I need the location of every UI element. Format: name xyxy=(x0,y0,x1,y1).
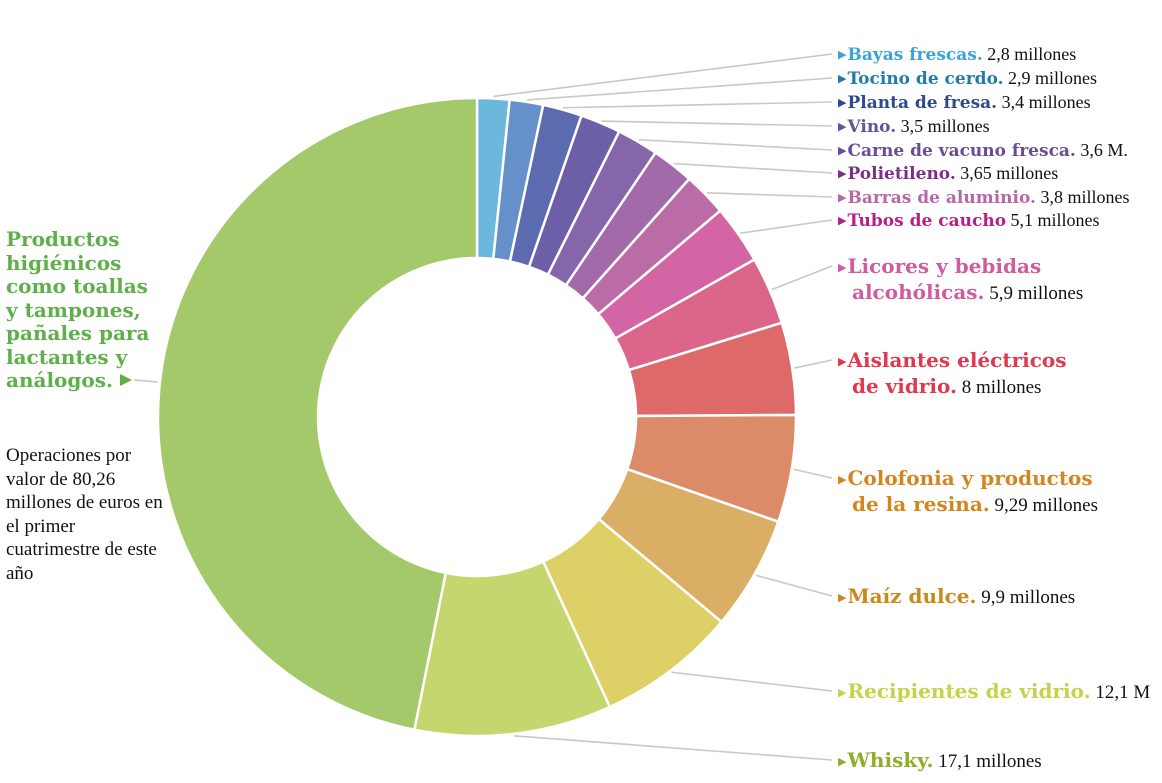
arrow-icon: ▶ xyxy=(838,191,847,204)
arrow-icon: ▶ xyxy=(838,591,847,604)
leader-line xyxy=(514,735,833,761)
leader-line xyxy=(563,101,833,109)
main-slice-arrow-icon xyxy=(120,374,132,386)
legend-label: Colofonia y productos xyxy=(847,466,1093,490)
leader-line xyxy=(771,265,833,291)
legend-label: Tubos de caucho xyxy=(847,211,1007,231)
legend-label: Whisky. xyxy=(847,748,934,772)
main-slice-description: Operaciones por valor de 80,26 millones … xyxy=(6,445,163,584)
leader-lines xyxy=(133,53,833,761)
legend-label: Barras de aluminio. xyxy=(847,188,1036,208)
leader-line xyxy=(793,468,833,479)
legend-value: 3,8 millones xyxy=(1035,187,1130,207)
legend-item: ▶Bayas frescas. 2,8 millones xyxy=(838,42,1076,67)
arrow-icon: ▶ xyxy=(838,96,847,109)
legend-label: Polietileno. xyxy=(847,164,956,184)
leader-line xyxy=(526,77,833,101)
leader-line xyxy=(756,574,833,597)
leader-line xyxy=(133,379,159,383)
legend-value: 3,6 M. xyxy=(1075,140,1128,160)
arrow-icon: ▶ xyxy=(838,144,847,157)
legend-item: ▶Tubos de caucho 5,1 millones xyxy=(838,208,1100,233)
leader-line xyxy=(794,359,833,369)
arrow-icon: ▶ xyxy=(838,48,847,61)
legend-item: ▶Barras de aluminio. 3,8 millones xyxy=(838,185,1129,210)
legend-label: Aislantes eléctricos xyxy=(847,348,1067,372)
arrow-icon: ▶ xyxy=(838,72,847,85)
legend-value: 3,4 millones xyxy=(997,92,1091,112)
arrow-icon: ▶ xyxy=(838,167,847,180)
legend-item: ▶Planta de fresa. 3,4 millones xyxy=(838,90,1091,115)
leader-line xyxy=(601,120,833,127)
legend-value: 12,1 M xyxy=(1090,682,1151,703)
arrow-icon: ▶ xyxy=(838,473,847,486)
arrow-icon: ▶ xyxy=(838,686,847,699)
legend-value: 17,1 millones xyxy=(933,751,1042,772)
legend-item: ▶Carne de vacuno fresca. 3,6 M. xyxy=(838,138,1128,163)
legend-label: de la resina. xyxy=(852,492,990,516)
legend-value: 9,29 millones xyxy=(989,495,1098,516)
arrow-icon: ▶ xyxy=(838,755,847,768)
leader-line xyxy=(638,138,833,151)
legend-label: Tocino de cerdo. xyxy=(847,69,1004,89)
legend-label: Maíz dulce. xyxy=(847,584,977,608)
legend-item: ▶Recipientes de vidrio. 12,1 M xyxy=(838,679,1150,705)
legend-label: Carne de vacuno fresca. xyxy=(847,141,1076,161)
legend-label: Planta de fresa. xyxy=(847,93,998,113)
legend-item: ▶Maíz dulce. 9,9 millones xyxy=(838,584,1075,610)
arrow-icon: ▶ xyxy=(838,120,847,133)
legend-label: Vino. xyxy=(847,117,897,137)
legend-label: Recipientes de vidrio. xyxy=(847,679,1091,703)
legend-item: ▶Aislantes eléctricos de vidrio. 8 millon… xyxy=(838,348,1067,400)
legend-item: ▶Tocino de cerdo. 2,9 millones xyxy=(838,66,1097,91)
arrow-icon: ▶ xyxy=(838,214,847,227)
legend-item: ▶Whisky. 17,1 millones xyxy=(838,748,1042,774)
legend-item: ▶Colofonia y productos de la resina. 9,29… xyxy=(838,466,1098,518)
legend-value: 3,5 millones xyxy=(896,116,990,136)
main-slice-label: Productos higiénicos como toallas y tamp… xyxy=(6,227,150,392)
arrow-icon: ▶ xyxy=(838,261,847,274)
legend-value: 5,9 millones xyxy=(984,283,1084,304)
leader-line xyxy=(671,671,833,692)
legend-value: 8 millones xyxy=(956,377,1042,398)
legend-label: alcohólicas. xyxy=(852,280,985,304)
legend-label: Licores y bebidas xyxy=(847,254,1042,278)
leader-line xyxy=(706,192,833,198)
arrow-icon: ▶ xyxy=(838,355,847,368)
legend-value: 5,1 millones xyxy=(1006,210,1100,230)
legend-item: ▶Vino. 3,5 millones xyxy=(838,114,990,139)
leader-line xyxy=(674,162,833,174)
leader-line xyxy=(740,219,833,234)
legend-item: ▶Polietileno. 3,65 millones xyxy=(838,161,1058,186)
legend-value: 3,65 millones xyxy=(955,163,1059,183)
legend-label: de vidrio. xyxy=(852,374,957,398)
leader-line xyxy=(493,53,833,98)
legend-value: 2,8 millones xyxy=(982,44,1077,64)
legend-label: Bayas frescas. xyxy=(847,45,983,65)
legend-item: ▶Licores y bebidas alcohólicas. 5,9 millo… xyxy=(838,254,1083,306)
donut-slices xyxy=(156,96,798,738)
legend-value: 9,9 millones xyxy=(976,587,1076,608)
legend-value: 2,9 millones xyxy=(1003,68,1098,88)
donut-slice xyxy=(156,96,479,732)
